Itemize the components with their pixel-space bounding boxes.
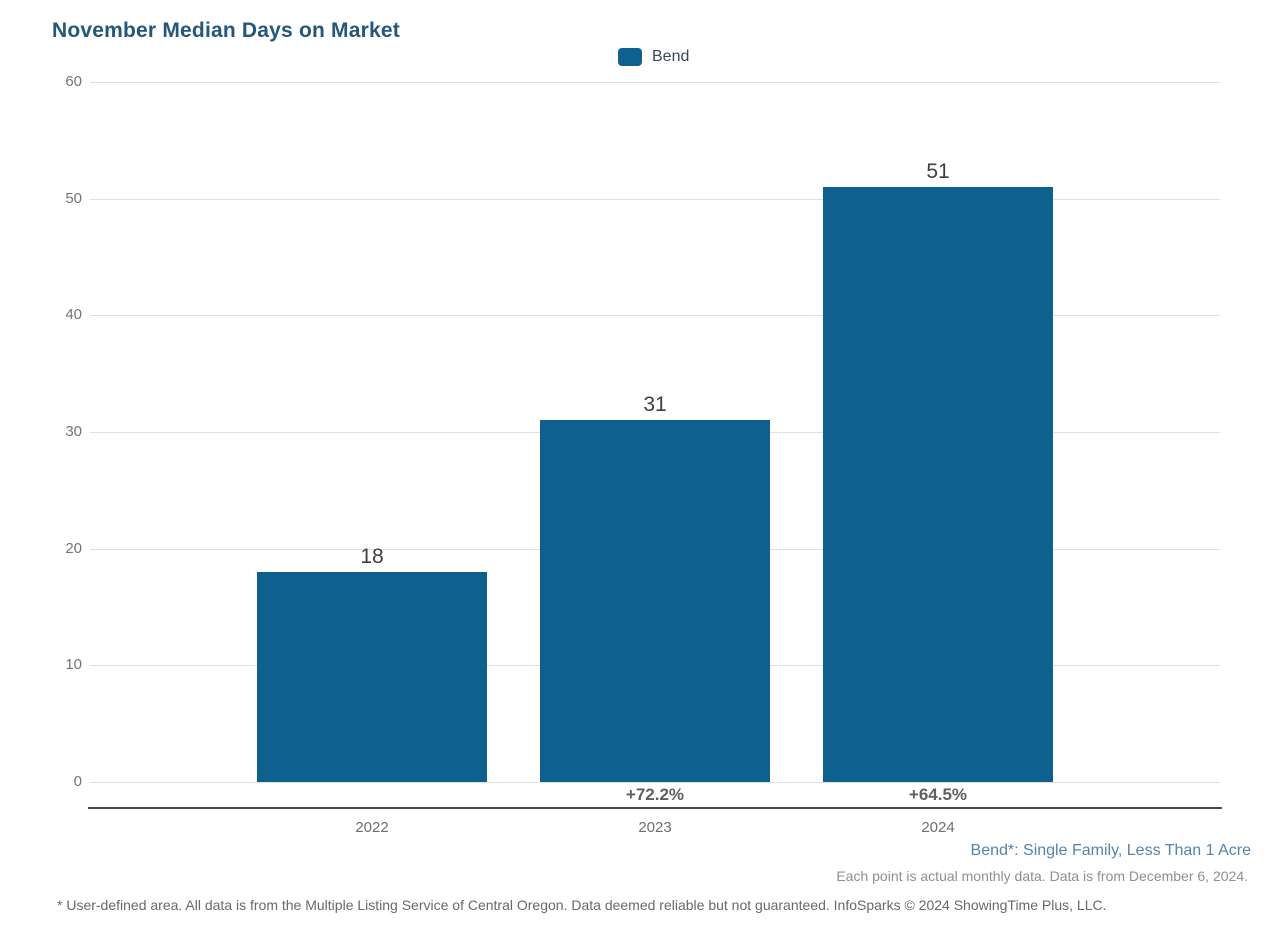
gridline xyxy=(90,782,1220,783)
legend-label-bend: Bend xyxy=(652,48,690,65)
pct-change-2023: +72.2% xyxy=(625,785,685,804)
legend: Bend xyxy=(618,48,689,66)
x-axis-label-2022: 2022 xyxy=(355,819,389,836)
bar-2024 xyxy=(823,187,1053,782)
chart-title: November Median Days on Market xyxy=(52,19,400,42)
y-axis-tick-label: 40 xyxy=(65,306,82,324)
gridline xyxy=(90,315,1220,317)
y-axis-tick-label: 60 xyxy=(65,73,82,90)
disclaimer: * User-defined area. All data is from th… xyxy=(57,897,1107,913)
bar-2023 xyxy=(540,420,770,782)
legend-swatch-bend-icon xyxy=(618,48,642,66)
bar-group-2022: 18 xyxy=(257,82,487,782)
segment-note: Bend*: Single Family, Less Than 1 Acre xyxy=(970,842,1251,859)
bar-group-2023: 31 xyxy=(540,82,770,782)
bar-value-label: 31 xyxy=(643,393,667,417)
gridline xyxy=(90,198,1220,200)
y-axis-tick-label: 10 xyxy=(65,656,82,674)
bar-2022 xyxy=(257,572,487,782)
bar-group-2024: 51 xyxy=(823,82,1053,782)
y-axis-tick-label: 50 xyxy=(65,189,82,207)
x-axis-line xyxy=(88,807,1222,809)
x-axis-label-2024: 2024 xyxy=(921,819,955,836)
pct-change-2024: +64.5% xyxy=(908,785,968,804)
bar-value-label: 18 xyxy=(360,545,384,568)
y-axis-tick-label: 20 xyxy=(65,539,82,557)
gridline xyxy=(90,82,1220,83)
bar-value-label: 51 xyxy=(926,160,950,183)
plot-area: 60 50 40 30 20 10 0 18 xyxy=(65,73,1220,790)
x-axis-label-2023: 2023 xyxy=(638,819,672,836)
y-axis-tick-label: 0 xyxy=(73,773,82,790)
data-note: Each point is actual monthly data. Data … xyxy=(836,868,1248,884)
y-axis-tick-label: 30 xyxy=(65,423,82,440)
